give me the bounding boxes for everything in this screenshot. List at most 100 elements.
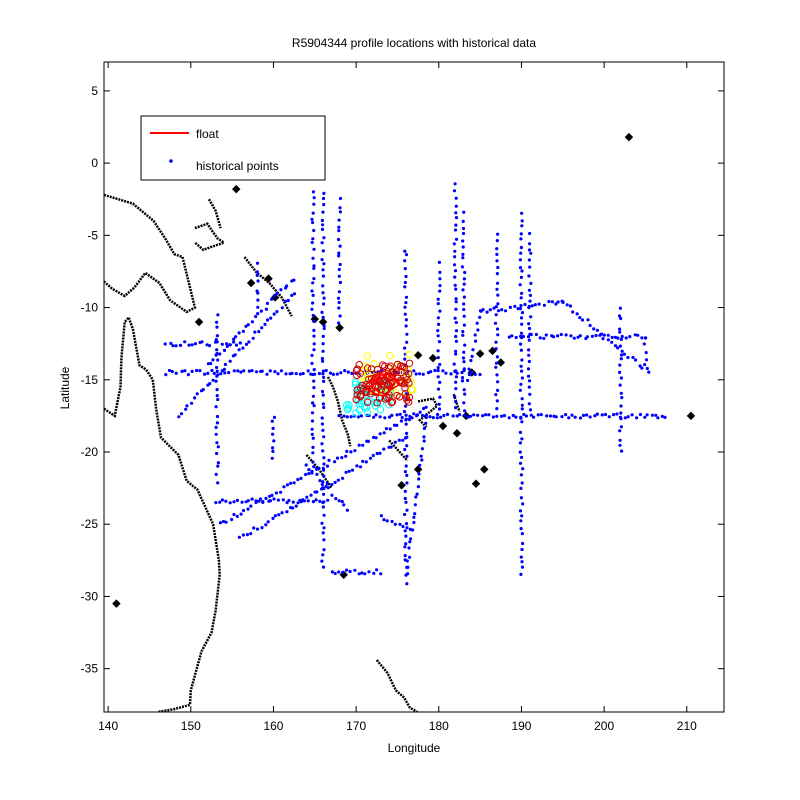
historical-point [345,508,349,512]
historical-point [237,331,241,335]
historical-point [345,449,349,453]
historical-point [514,415,518,419]
historical-point [496,265,500,270]
historical-point [403,305,407,309]
historical-point [291,506,295,510]
historical-point [437,340,442,344]
historical-point [520,397,524,401]
historical-point [495,272,499,276]
island-21 [194,317,204,327]
historical-point [382,447,386,451]
historical-point [645,366,649,371]
historical-point [607,415,611,419]
profile-marker [363,408,372,416]
historical-point [452,189,457,193]
historical-point [602,333,606,337]
historical-point [588,415,592,419]
historical-points-layer [163,182,667,586]
historical-point [322,486,326,491]
legend-historical-swatch [169,159,173,163]
y-tick-label: -20 [81,445,99,459]
historical-point [367,570,371,574]
historical-point [420,413,425,418]
historical-point [404,464,408,468]
historical-point [311,313,315,318]
historical-point [314,467,319,471]
historical-point [260,326,264,330]
historical-point [438,270,442,274]
historical-point [193,396,197,400]
historical-point [232,500,236,504]
historical-point [285,510,289,514]
historical-point [304,463,308,467]
historical-point [274,491,278,495]
historical-point [454,287,458,291]
historical-point [281,498,285,502]
historical-point [520,547,524,552]
historical-point [439,415,443,419]
historical-point [203,372,207,376]
historical-point [320,559,324,563]
historical-point [494,365,498,369]
historical-point [215,365,219,370]
historical-point [337,218,341,222]
historical-point [618,306,623,310]
historical-point [438,395,442,399]
profile-marker [388,398,397,406]
historical-point [265,372,269,376]
historical-point [526,335,531,339]
historical-point [529,315,533,319]
historical-point [232,340,236,344]
historical-point [561,300,565,304]
x-tick-label: 170 [346,719,366,733]
historical-point [461,231,466,236]
historical-point [286,298,290,303]
island-16 [318,317,328,327]
historical-point [255,273,259,277]
historical-point [253,330,257,334]
historical-point [640,366,644,370]
historical-point [403,496,407,501]
historical-point [610,340,614,344]
historical-point [375,568,379,572]
historical-point [620,349,624,353]
historical-point [453,283,457,287]
historical-point [330,493,334,497]
historical-point [520,532,525,536]
historical-point [404,522,409,526]
historical-point [321,268,325,272]
historical-point [405,582,409,586]
historical-point [478,315,482,319]
historical-point [420,447,424,451]
historical-point [635,416,639,420]
axis-ticks: 140 150 160 170 180 190 200 210 5 0 -5 -10 -15 -20 -25… [81,62,724,733]
historical-point [350,468,355,472]
historical-point [644,351,648,355]
historical-point [417,477,421,481]
historical-point [527,353,531,357]
historical-point [580,318,585,322]
historical-point [624,336,628,340]
historical-point [520,369,524,373]
historical-point [311,256,315,260]
historical-point [462,210,466,214]
historical-point [246,323,250,327]
historical-point [312,379,316,383]
historical-point [463,392,467,396]
historical-point [413,503,417,507]
historical-point [312,334,316,338]
historical-point [618,370,622,374]
historical-point [320,218,324,223]
historical-point [224,520,228,524]
historical-point [218,521,222,525]
historical-point [290,293,294,297]
historical-point [408,540,412,544]
historical-point [419,454,423,458]
historical-point [539,413,543,417]
profile-marker [363,352,372,360]
historical-point [601,337,605,341]
historical-point [532,415,536,419]
historical-point [346,370,350,374]
historical-point [454,320,458,325]
historical-point [268,494,272,498]
